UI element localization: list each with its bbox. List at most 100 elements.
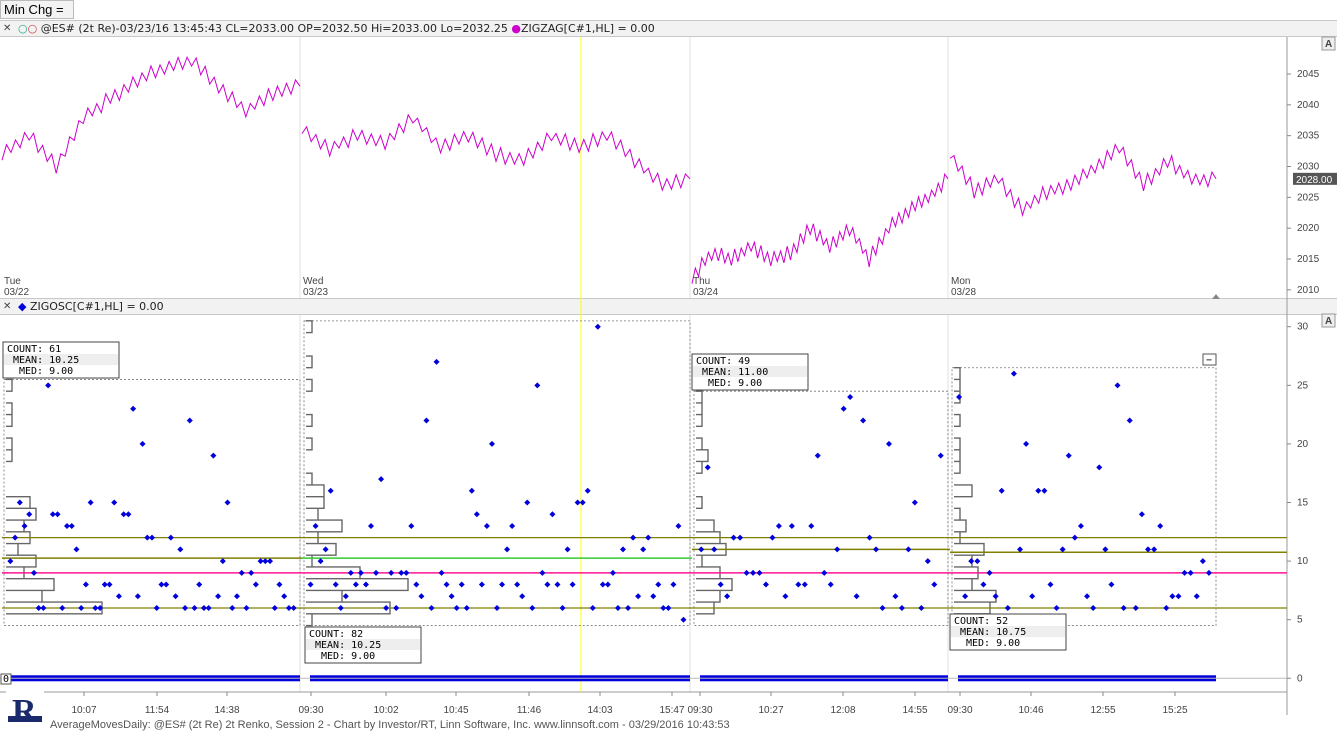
zigosc-point xyxy=(423,417,430,424)
grid-lines xyxy=(0,37,1288,715)
zigosc-point xyxy=(1120,604,1127,611)
zero-axis-marker xyxy=(0,673,12,685)
zigosc-point xyxy=(650,593,657,600)
zigosc-point xyxy=(680,616,687,623)
zigosc-point xyxy=(238,569,245,576)
zigosc-point xyxy=(30,569,37,576)
zigosc-point xyxy=(814,452,821,459)
zigosc-point xyxy=(233,593,240,600)
stat-box-band xyxy=(306,639,420,650)
zigosc-point xyxy=(892,593,899,600)
zigosc-point xyxy=(569,581,576,588)
zigosc-point xyxy=(599,581,606,588)
zigosc-point xyxy=(172,593,179,600)
zigosc-point xyxy=(1035,487,1042,494)
close-price-panel-icon[interactable]: ✕ xyxy=(3,23,12,34)
min-chg-label[interactable]: Min Chg = 6 xyxy=(0,0,74,34)
distribution-histogram xyxy=(6,378,103,615)
zigosc-point xyxy=(509,522,516,529)
day-label: Wed xyxy=(303,276,323,287)
zigosc-point xyxy=(7,558,14,565)
last-price-label: 2028.00 xyxy=(1296,175,1333,186)
zigosc-point xyxy=(393,604,400,611)
zigosc-point xyxy=(21,522,28,529)
zigosc-point xyxy=(167,534,174,541)
zigosc-point xyxy=(665,604,672,611)
zigosc-point xyxy=(378,476,385,483)
zigosc-point xyxy=(1175,593,1182,600)
osc-panel-title: ZIGOSC[C#1,HL] = 0.00 xyxy=(29,300,164,313)
zigosc-point xyxy=(182,604,189,611)
footer-credit: AverageMovesDaily: @ES# (2t Re) 2t Renko… xyxy=(50,719,730,731)
zigosc-point xyxy=(125,511,132,518)
zigosc-point xyxy=(130,405,137,412)
zigosc-point xyxy=(158,581,165,588)
zigosc-point xyxy=(625,604,632,611)
zigosc-point xyxy=(12,534,19,541)
zigosc-point xyxy=(35,604,42,611)
zigosc-point xyxy=(362,581,369,588)
zigosc-point xyxy=(860,417,867,424)
zigosc-point xyxy=(782,593,789,600)
price-panel-titlebar: ✕ ○○ @ES# (2t Re)-03/23/16 13:45:43 CL=2… xyxy=(0,20,1337,37)
price-y-tick-label: 2020 xyxy=(1297,223,1320,234)
zigosc-point xyxy=(78,604,85,611)
svg-text:R: R xyxy=(12,693,37,730)
zigosc-point xyxy=(743,569,750,576)
instrument-icon-2: ○ xyxy=(27,22,38,35)
price-plot xyxy=(1,55,1217,284)
date-label: 03/28 xyxy=(951,287,976,298)
zigosc-point xyxy=(1010,370,1017,377)
zigosc-point xyxy=(827,581,834,588)
autoscale-button xyxy=(1321,36,1336,51)
zigosc-point xyxy=(730,534,737,541)
zigosc-point xyxy=(257,558,264,565)
zigzag-line-03-22 xyxy=(1,55,301,174)
zigosc-point xyxy=(564,546,571,553)
zigosc-point xyxy=(1065,452,1072,459)
zigosc-point xyxy=(1041,487,1048,494)
zigosc-point xyxy=(115,593,122,600)
session-03-22 xyxy=(2,378,302,682)
zigosc-point xyxy=(1108,581,1115,588)
oscillator-plot xyxy=(2,320,1287,682)
osc-y-tick-label: 0 xyxy=(1297,673,1303,684)
zigosc-point xyxy=(224,499,231,506)
zigosc-point xyxy=(847,394,854,401)
price-y-tick-label: 2015 xyxy=(1297,254,1320,265)
stat-box-band xyxy=(4,354,118,365)
osc-y-tick-label: 10 xyxy=(1297,556,1309,567)
zigosc-point xyxy=(1169,593,1176,600)
last-price-box xyxy=(1293,172,1337,185)
price-y-tick-label: 2045 xyxy=(1297,69,1320,80)
zigosc-point xyxy=(458,581,465,588)
zigosc-point xyxy=(756,569,763,576)
investor-rt-logo: R xyxy=(6,690,44,730)
zigosc-point xyxy=(529,604,536,611)
zigosc-point xyxy=(594,323,601,330)
osc-y-tick-label: 5 xyxy=(1297,615,1303,626)
zigosc-point xyxy=(271,604,278,611)
zigosc-point xyxy=(73,546,80,553)
zigosc-point xyxy=(438,569,445,576)
price-y-tick-label: 2040 xyxy=(1297,100,1320,111)
time-tick-label: 14:38 xyxy=(214,705,239,716)
zigosc-point xyxy=(962,593,969,600)
zigosc-point xyxy=(918,604,925,611)
zigosc-point xyxy=(139,440,146,447)
close-osc-panel-icon[interactable]: ✕ xyxy=(3,301,12,312)
zigosc-point xyxy=(635,593,642,600)
zigosc-point xyxy=(16,499,23,506)
stat-box-band xyxy=(693,366,807,377)
zigosc-point xyxy=(383,604,390,611)
zigzag-line-03-28 xyxy=(949,143,1217,218)
zigosc-point xyxy=(153,604,160,611)
osc-panel-titlebar: ✕ ◆ ZIGOSC[C#1,HL] = 0.00 xyxy=(0,298,1337,315)
price-y-tick-label: 2030 xyxy=(1297,162,1320,173)
zigosc-legend-icon: ◆ xyxy=(18,300,27,313)
zigosc-point xyxy=(285,604,292,611)
zigosc-point xyxy=(998,487,1005,494)
zigosc-point xyxy=(252,581,259,588)
zigosc-point xyxy=(200,604,207,611)
